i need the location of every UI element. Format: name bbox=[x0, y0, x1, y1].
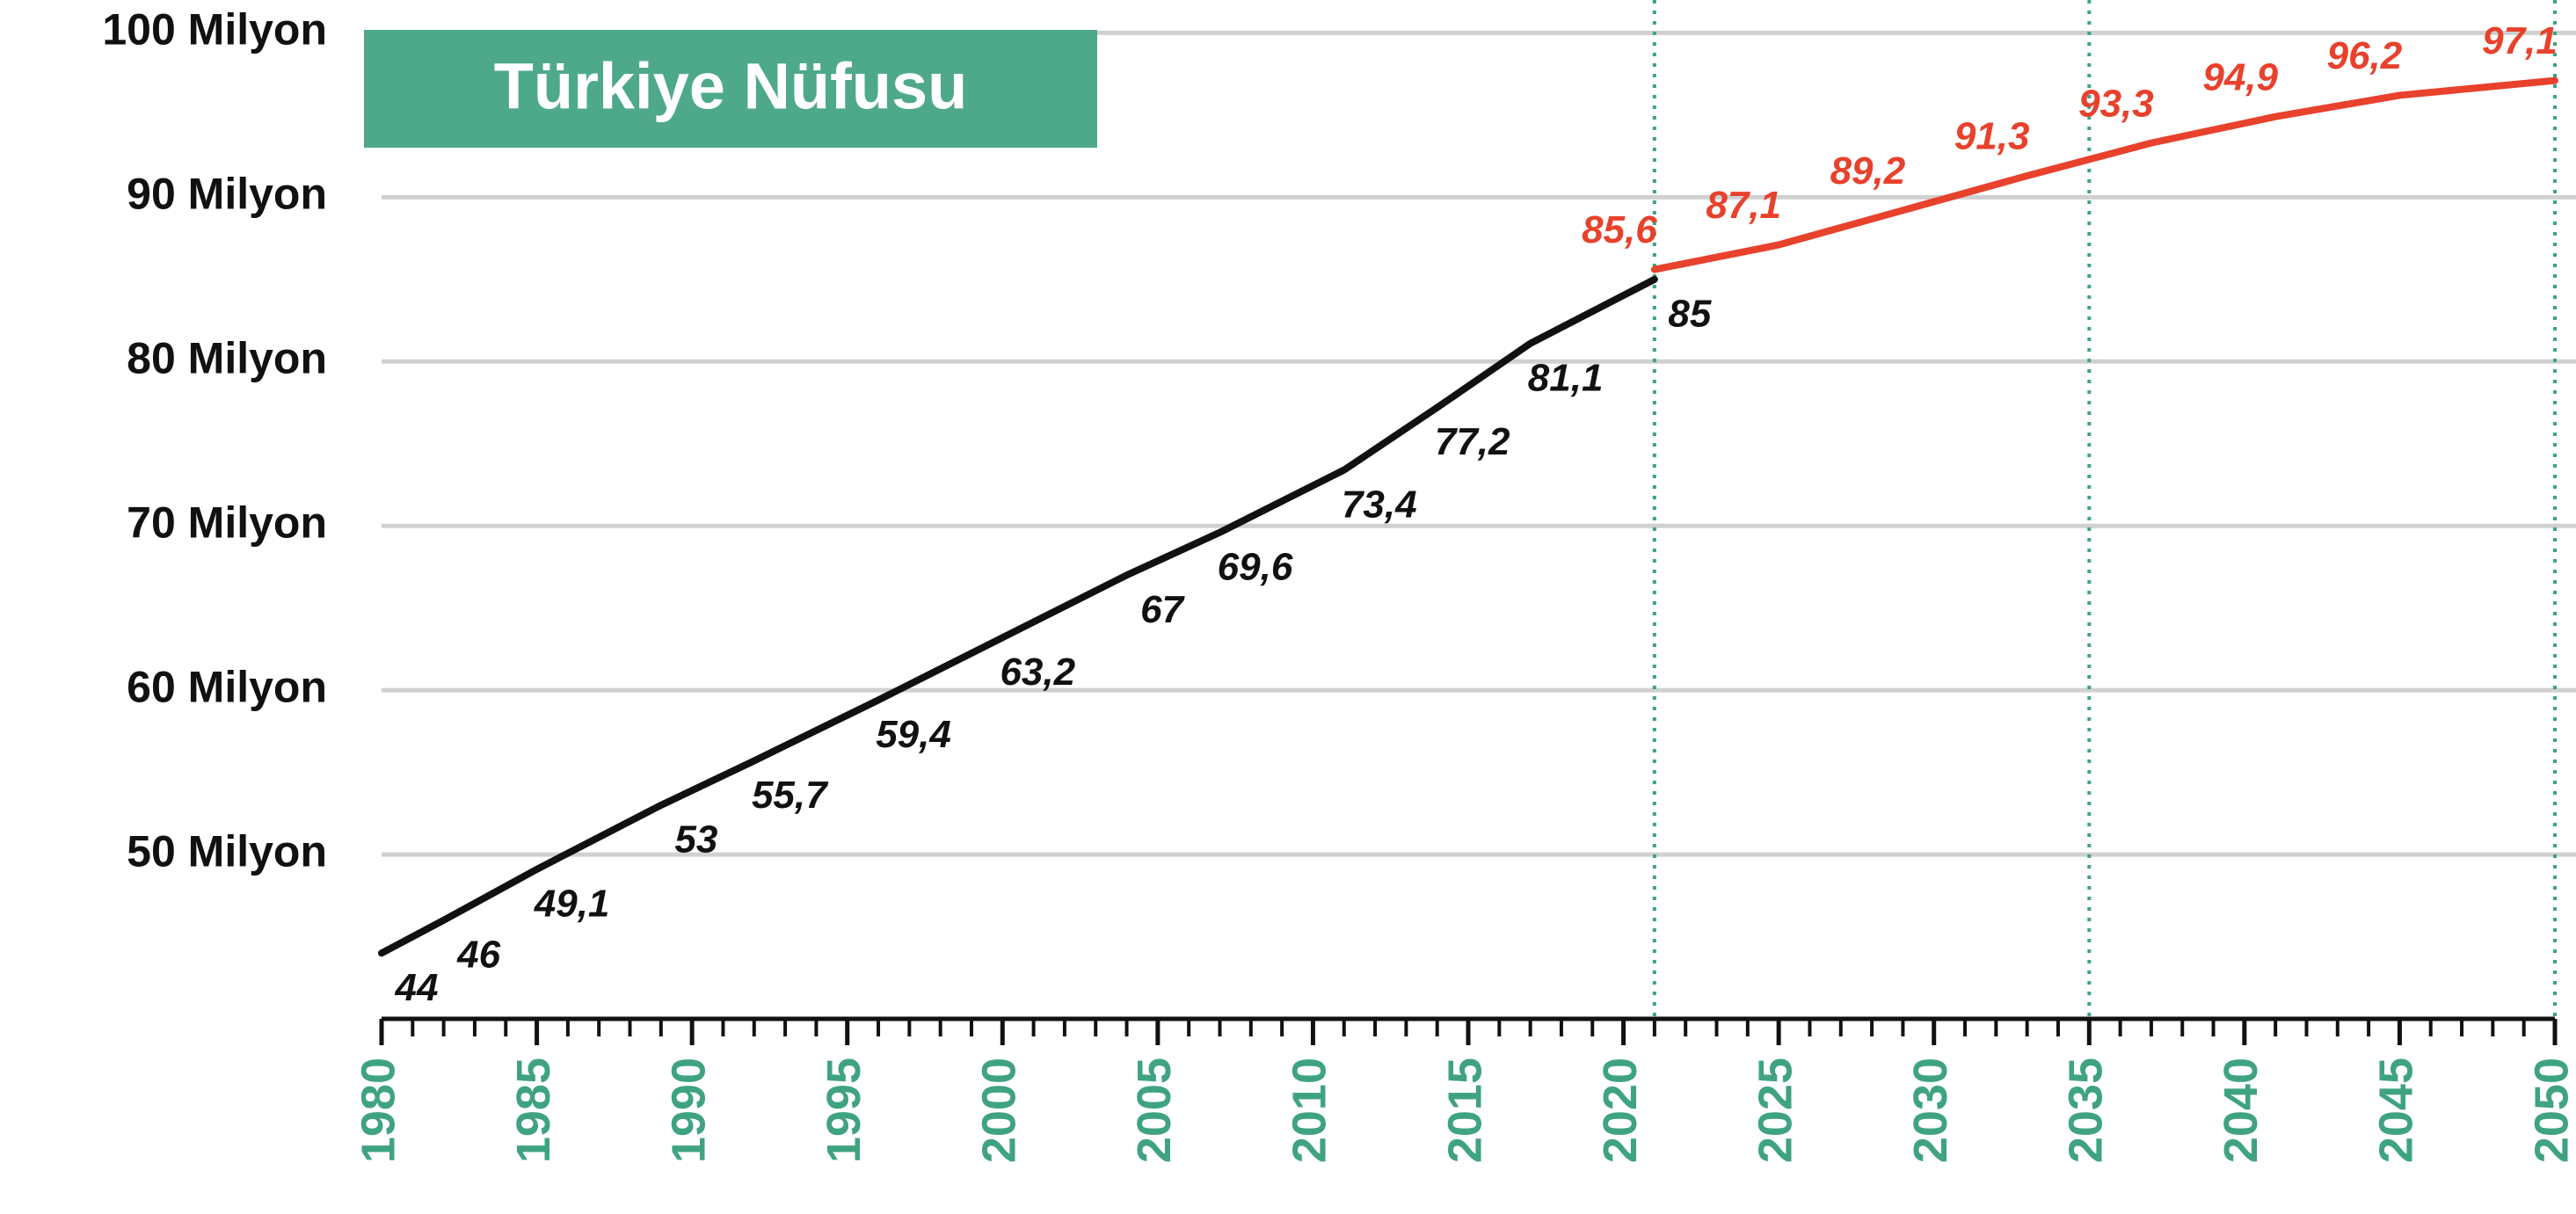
data-label: 85,6 bbox=[1582, 208, 1657, 251]
data-label: 81,1 bbox=[1528, 356, 1604, 399]
data-label: 55,7 bbox=[752, 774, 829, 817]
data-label: 94,9 bbox=[2202, 55, 2278, 98]
x-tick-label: 2005 bbox=[1128, 1058, 1181, 1163]
x-tick-label: 2035 bbox=[2060, 1058, 2113, 1163]
data-label: 69,6 bbox=[1218, 545, 1293, 588]
data-label: 77,2 bbox=[1435, 420, 1510, 463]
data-label: 53 bbox=[674, 818, 717, 861]
x-tick-label: 2020 bbox=[1594, 1058, 1647, 1163]
x-tick-label: 2015 bbox=[1438, 1058, 1491, 1163]
x-tick-label: 2000 bbox=[973, 1058, 1026, 1163]
y-tick-label: 100 Milyon bbox=[102, 5, 327, 55]
data-label: 73,4 bbox=[1342, 483, 1417, 526]
x-tick-label: 2025 bbox=[1749, 1058, 1801, 1163]
data-label: 93,3 bbox=[2078, 82, 2154, 125]
series-line bbox=[378, 275, 1658, 957]
x-tick-label: 2050 bbox=[2525, 1058, 2576, 1163]
data-label: 96,2 bbox=[2327, 34, 2403, 77]
x-tick-label: 1995 bbox=[818, 1058, 870, 1163]
y-tick-label: 50 Milyon bbox=[127, 826, 327, 876]
x-tick-label: 2010 bbox=[1284, 1058, 1336, 1163]
x-tick-label: 2045 bbox=[2370, 1058, 2423, 1163]
x-tick-label: 1985 bbox=[507, 1058, 560, 1163]
data-label: 63,2 bbox=[1000, 651, 1075, 694]
data-label: 91,3 bbox=[1954, 115, 2030, 158]
x-tick-label: 1980 bbox=[352, 1058, 404, 1163]
data-label: 59,4 bbox=[876, 713, 951, 756]
data-label: 49,1 bbox=[534, 883, 610, 926]
data-label: 97,1 bbox=[2482, 19, 2558, 62]
y-tick-label: 70 Milyon bbox=[127, 498, 327, 547]
data-label: 85 bbox=[1668, 292, 1711, 335]
y-tick-label: 90 Milyon bbox=[127, 170, 327, 219]
x-tick-label: 2030 bbox=[1904, 1058, 1957, 1163]
data-label: 87,1 bbox=[1706, 184, 1781, 227]
data-label: 44 bbox=[395, 966, 439, 1009]
data-label: 89,2 bbox=[1830, 149, 1906, 193]
series-line bbox=[1650, 76, 2558, 273]
x-tick-label: 2040 bbox=[2215, 1058, 2267, 1163]
y-tick-label: 80 Milyon bbox=[127, 333, 327, 382]
data-label: 67 bbox=[1140, 588, 1185, 631]
marks bbox=[378, 76, 2558, 957]
data-label: 46 bbox=[456, 933, 500, 976]
chart-title: Türkiye Nüfusu bbox=[494, 50, 968, 123]
y-tick-label: 60 Milyon bbox=[127, 662, 327, 711]
x-tick-label: 1990 bbox=[662, 1058, 715, 1163]
title-box bbox=[364, 30, 1097, 148]
